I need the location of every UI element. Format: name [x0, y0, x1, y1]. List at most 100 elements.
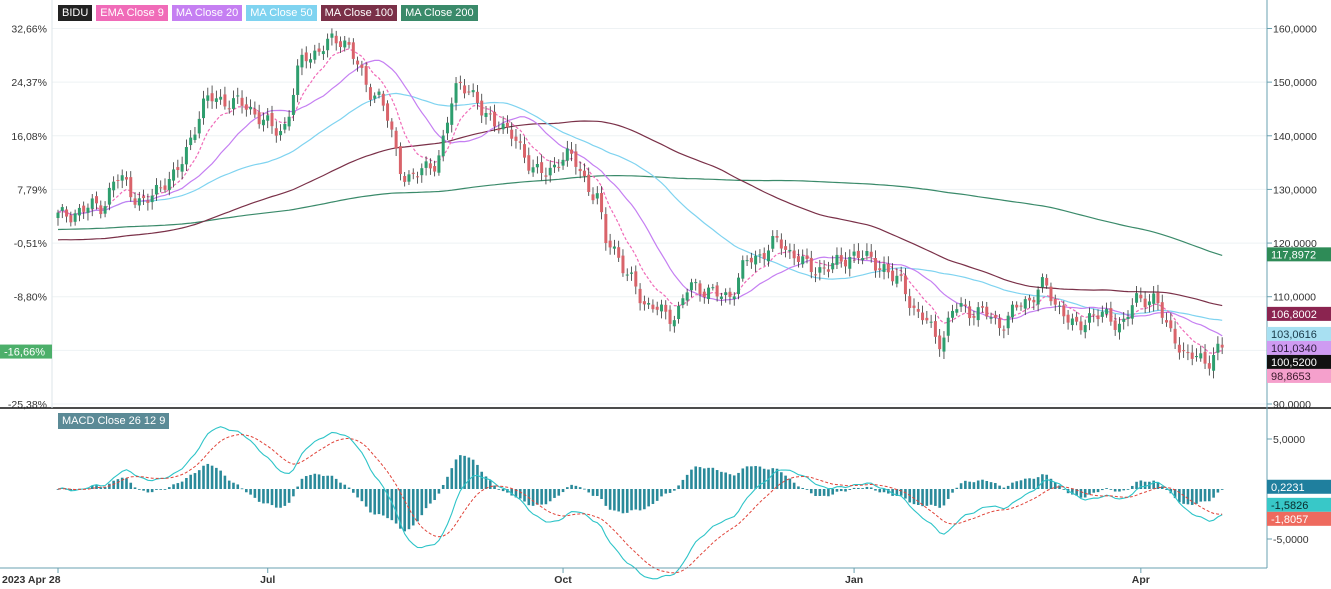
candle-body: [959, 303, 963, 307]
histogram-bar: [133, 487, 137, 489]
histogram-bar: [655, 489, 659, 501]
histogram-bar: [253, 489, 257, 498]
histogram-bar: [1190, 489, 1194, 505]
histogram-bar: [1143, 481, 1147, 489]
candle-body: [257, 112, 261, 125]
histogram-bar: [369, 489, 372, 513]
candle-body: [398, 146, 402, 175]
histogram-bar: [326, 475, 329, 489]
candle-body: [955, 309, 959, 313]
histogram-bar: [167, 487, 171, 489]
candle-body: [1002, 329, 1006, 331]
candle-body: [1040, 277, 1044, 288]
candle-body: [865, 251, 869, 256]
histogram-bar: [857, 487, 860, 489]
candle-body: [124, 177, 128, 180]
histogram-bar: [865, 486, 869, 489]
histogram-bar: [399, 489, 402, 529]
candle-body: [283, 123, 287, 130]
histogram-bar: [459, 455, 462, 489]
histogram-bar: [750, 466, 753, 489]
candle-body: [1100, 311, 1104, 317]
candle-body: [484, 112, 488, 117]
histogram-bar: [1023, 478, 1027, 489]
value-tag-label: -16,66%: [4, 347, 45, 359]
percent-tick-label: -8,80%: [14, 292, 47, 304]
histogram-bar: [531, 489, 535, 506]
candle-body: [1075, 316, 1079, 322]
candle-body: [266, 115, 270, 121]
candle-body: [1066, 314, 1070, 323]
candle-body: [647, 303, 651, 305]
candle-body: [625, 274, 629, 276]
histogram-bar: [574, 485, 578, 489]
histogram-bar: [899, 489, 903, 496]
moving-average-lines: [57, 48, 1223, 354]
candle-body: [261, 119, 265, 126]
macd-tick-label: 5,0000: [1273, 434, 1305, 446]
histogram-bar: [433, 489, 436, 501]
histogram-bar: [223, 475, 227, 489]
histogram-bar: [827, 489, 830, 497]
candle-body: [985, 306, 989, 317]
histogram-bar: [266, 489, 270, 504]
candle-body: [1015, 304, 1019, 308]
macd-histogram: [56, 455, 1224, 532]
histogram-bar: [330, 475, 334, 489]
histogram-bar: [1015, 481, 1019, 489]
histogram-bar: [313, 473, 317, 489]
histogram-bar: [270, 489, 274, 506]
candle-body: [326, 38, 330, 51]
candle-body: [826, 269, 830, 272]
histogram-bar: [583, 488, 586, 490]
histogram-bar: [788, 478, 792, 489]
candle-body: [1053, 298, 1057, 305]
candle-body: [651, 304, 655, 310]
histogram-bar: [762, 468, 766, 489]
ma50-line: [57, 92, 1223, 321]
histogram-bar: [745, 466, 749, 489]
histogram-bar: [925, 489, 929, 506]
histogram-bar: [938, 489, 941, 508]
histogram-bar: [386, 489, 389, 519]
candle-body: [129, 177, 133, 198]
histogram-bar: [758, 466, 762, 489]
histogram-bar: [929, 489, 933, 505]
value-tag-bg: [1267, 368, 1331, 383]
candle-body: [574, 151, 578, 167]
candle-body: [103, 206, 107, 214]
time-tick-label: Apr: [1132, 574, 1150, 586]
candle-body: [998, 318, 1002, 329]
histogram-bar: [634, 489, 638, 510]
value-tag-bg: [1267, 479, 1331, 494]
percent-tick-label: 32,66%: [11, 23, 47, 35]
candle-body: [172, 169, 176, 181]
histogram-bar: [715, 470, 719, 489]
histogram-bar: [129, 482, 133, 489]
candle-body: [510, 129, 514, 139]
value-tag-bg: [1267, 326, 1331, 341]
histogram-bar: [420, 489, 424, 516]
candle-body: [925, 317, 929, 321]
histogram-bar: [1019, 480, 1023, 489]
histogram-bar: [381, 489, 385, 516]
candle-body: [540, 162, 544, 174]
candle-body: [99, 205, 103, 215]
histogram-bar: [497, 489, 501, 490]
histogram-bar: [578, 487, 582, 489]
value-tag-bg: [1267, 511, 1331, 526]
candle-body: [587, 174, 591, 192]
candle-body: [672, 320, 676, 327]
histogram-bar: [685, 474, 689, 489]
histogram-bar: [861, 488, 864, 489]
percent-tick-label: -0,51%: [14, 238, 47, 250]
histogram-bar: [904, 489, 907, 499]
candle-body: [582, 170, 586, 177]
histogram-bar: [724, 472, 727, 489]
candle-body: [1092, 314, 1096, 316]
candle-body: [1212, 355, 1216, 371]
candle-body: [737, 277, 741, 295]
candle-body: [548, 167, 552, 176]
histogram-bar: [1212, 489, 1215, 498]
